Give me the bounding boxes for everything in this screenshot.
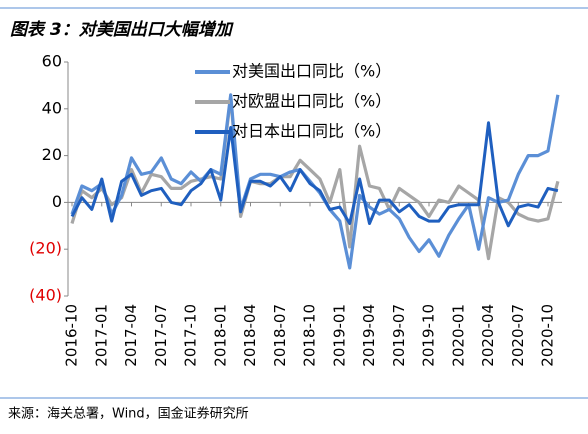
x-tick-label: 2019-10 (420, 304, 438, 367)
legend-label: 对美国出口同比（%） (232, 62, 391, 81)
x-tick-label: 2019-04 (360, 304, 378, 367)
y-tick-label: (40) (29, 286, 62, 305)
x-tick-label: 2017-10 (182, 304, 200, 367)
legend-label: 对欧盟出口同比（%） (232, 92, 391, 111)
x-tick-label: 2018-01 (211, 304, 229, 367)
x-tick-label: 2020-04 (479, 304, 497, 367)
x-tick-label: 2019-01 (330, 304, 348, 367)
series-line (70, 121, 559, 228)
x-tick-label: 2018-10 (301, 304, 319, 367)
chart-title: 图表 3：对美国出口大幅增加 (10, 20, 234, 40)
x-tick-label: 2019-07 (390, 304, 408, 367)
y-tick-label: 0 (52, 192, 62, 211)
y-tick-label: 20 (42, 145, 62, 164)
x-tick-label: 2016-10 (63, 304, 81, 367)
x-tick-label: 2020-10 (539, 304, 557, 367)
x-tick-label: 2017-07 (152, 304, 170, 367)
x-tick-label: 2017-04 (122, 304, 140, 367)
source: 来源：海关总署，Wind，国金证券研究所 (8, 406, 249, 422)
y-tick-label: 40 (42, 98, 62, 117)
x-tick-label: 2018-07 (271, 304, 289, 367)
legend-label: 对日本出口同比（%） (232, 122, 391, 141)
x-tick-label: 2017-01 (92, 304, 110, 367)
y-tick-label: (20) (29, 239, 62, 258)
x-tick-label: 2018-04 (241, 304, 259, 367)
y-tick-label: 60 (42, 52, 62, 71)
x-tick-label: 2020-07 (509, 304, 527, 367)
series-line (70, 95, 560, 261)
x-tick-label: 2020-01 (449, 304, 467, 367)
